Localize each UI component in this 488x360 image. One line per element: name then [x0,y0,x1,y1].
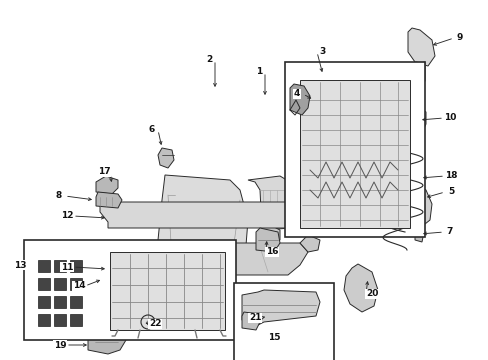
Text: 14: 14 [73,282,85,291]
Text: 8: 8 [56,192,62,201]
Polygon shape [414,224,423,242]
Bar [24,240,236,340]
Text: 7: 7 [446,228,452,237]
Polygon shape [100,202,297,228]
Text: 22: 22 [148,320,161,328]
Text: 18: 18 [444,171,456,180]
Text: 15: 15 [267,333,280,342]
Bar [285,62,424,237]
Polygon shape [262,226,280,242]
Polygon shape [70,296,82,308]
Text: 19: 19 [54,341,66,350]
Text: 3: 3 [319,48,325,57]
Text: 17: 17 [98,167,110,176]
Text: 12: 12 [61,211,73,220]
Polygon shape [407,186,431,228]
Polygon shape [88,330,126,354]
Polygon shape [299,80,409,228]
Polygon shape [70,260,82,272]
Text: 21: 21 [248,314,261,323]
Text: 11: 11 [61,262,73,271]
Polygon shape [54,296,66,308]
Polygon shape [38,260,50,272]
Polygon shape [407,28,434,66]
Polygon shape [70,314,82,326]
Text: 2: 2 [205,55,212,64]
Polygon shape [54,314,66,326]
Polygon shape [242,290,319,325]
Polygon shape [247,176,294,230]
Polygon shape [242,312,260,330]
Polygon shape [158,148,174,168]
Polygon shape [289,84,309,115]
Text: 16: 16 [265,248,278,256]
Polygon shape [70,278,82,290]
Text: 5: 5 [447,188,453,197]
Polygon shape [54,260,66,272]
Polygon shape [38,296,50,308]
Polygon shape [110,252,224,330]
Text: 6: 6 [148,126,155,135]
Polygon shape [96,192,122,208]
Polygon shape [414,108,425,133]
Text: 10: 10 [443,113,455,122]
Text: 9: 9 [456,33,462,42]
Bar [234,283,333,360]
Text: 20: 20 [365,289,377,298]
Polygon shape [343,264,377,312]
Polygon shape [96,176,118,194]
Text: 4: 4 [293,90,300,99]
Polygon shape [54,278,66,290]
Polygon shape [299,235,319,252]
Polygon shape [158,175,247,270]
Polygon shape [38,278,50,290]
Text: 13: 13 [14,261,26,270]
Polygon shape [108,243,307,275]
Text: 1: 1 [255,68,262,77]
Polygon shape [256,228,280,252]
Polygon shape [38,314,50,326]
